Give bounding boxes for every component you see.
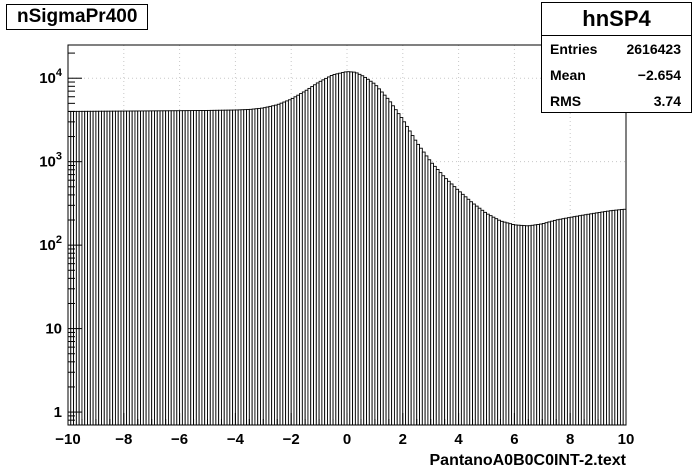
stats-row-mean: Mean −2.654 xyxy=(542,62,691,88)
stats-row-entries: Entries 2616423 xyxy=(542,36,691,62)
x-tick-label: 0 xyxy=(343,431,351,448)
x-tick-label: 6 xyxy=(510,431,518,448)
x-tick-label: 4 xyxy=(454,431,463,448)
stats-mean-label: Mean xyxy=(550,67,586,83)
x-tick-label: 8 xyxy=(566,431,574,448)
x-tick-label: −8 xyxy=(115,431,132,448)
y-axis: 1 10 102 103 104 xyxy=(39,52,82,426)
x-tick-label: −10 xyxy=(55,431,80,448)
stats-entries-label: Entries xyxy=(550,41,598,57)
stats-histogram-name: hnSP4 xyxy=(542,3,691,36)
y-tick-label: 104 xyxy=(39,67,63,87)
stats-box: hnSP4 Entries 2616423 Mean −2.654 RMS 3.… xyxy=(541,2,692,113)
stats-row-rms: RMS 3.74 xyxy=(542,88,691,114)
y-tick-label: 103 xyxy=(39,151,62,171)
histogram-title: nSigmaPr400 xyxy=(6,4,149,30)
x-tick-label: −6 xyxy=(171,431,188,448)
stats-rms-label: RMS xyxy=(550,93,582,109)
y-tick-label: 102 xyxy=(39,234,62,254)
x-tick-label: −2 xyxy=(283,431,300,448)
stats-mean-value: −2.654 xyxy=(637,67,681,83)
x-tick-label: 2 xyxy=(399,431,407,448)
x-axis: −10 −8 −6 −4 −2 0 2 4 6 8 10 xyxy=(55,413,634,448)
y-tick-label: 10 xyxy=(45,321,62,338)
y-tick-label: 1 xyxy=(54,404,62,421)
title-text: nSigmaPr400 xyxy=(17,6,138,27)
stats-entries-value: 2616423 xyxy=(626,41,681,57)
x-tick-label: 10 xyxy=(618,431,635,448)
x-tick-label: −4 xyxy=(227,431,245,448)
stats-rms-value: 3.74 xyxy=(653,93,681,109)
x-axis-title: PantanoA0B0C0INT-2.text xyxy=(429,452,627,469)
